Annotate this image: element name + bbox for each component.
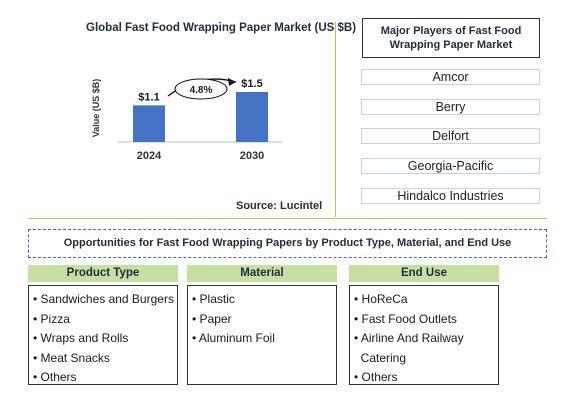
product-type-header: Product Type	[28, 265, 178, 282]
material-list: • Plastic • Paper • Aluminum Foil	[187, 285, 337, 385]
vertical-divider	[335, 22, 336, 217]
end-use-list: • HoReCa • Fast Food Outlets • Airline A…	[349, 285, 499, 385]
list-item: • Others	[33, 370, 77, 384]
end-use-header: End Use	[349, 265, 499, 282]
list-item: • Meat Snacks	[33, 350, 110, 365]
player-berry: Berry	[361, 99, 540, 115]
list-item: • Fast Food Outlets	[354, 311, 457, 326]
player-georgia-pacific: Georgia-Pacific	[361, 158, 540, 174]
chart-title: Global Fast Food Wrapping Paper Market (…	[86, 22, 357, 34]
product-type-list: • Sandwiches and Burgers • Pizza • Wraps…	[28, 285, 178, 385]
bar-2024	[133, 105, 165, 142]
value-label-2024: $1.1	[138, 91, 159, 103]
x-tick-2030: 2030	[240, 150, 264, 162]
list-item: • Wraps and Rolls	[33, 331, 129, 345]
list-item: • Paper	[192, 311, 232, 326]
list-item: • Sandwiches and Burgers	[33, 292, 174, 306]
list-item: Catering	[354, 350, 407, 365]
list-item: • Others	[354, 370, 398, 384]
list-item: • Aluminum Foil	[192, 331, 275, 345]
horizontal-divider	[28, 218, 547, 219]
player-delfort: Delfort	[361, 128, 540, 144]
player-hindalco: Hindalco Industries	[361, 188, 540, 204]
opportunities-title: Opportunities for Fast Food Wrapping Pap…	[28, 229, 547, 258]
list-item: • Plastic	[192, 292, 235, 306]
material-header: Material	[187, 265, 337, 282]
bar-2030	[236, 92, 268, 142]
growth-arrow-head	[228, 78, 236, 86]
list-item: • Airline And Railway	[354, 331, 464, 345]
list-item: • HoReCa	[354, 292, 408, 306]
x-tick-2024: 2024	[137, 150, 162, 162]
bar-chart: $1.1 $1.5 2024 2030 4.8%	[118, 78, 282, 162]
growth-rate-bubble	[174, 78, 228, 100]
players-title: Major Players of Fast Food Wrapping Pape…	[362, 18, 540, 58]
source-label: Source: Lucintel	[236, 200, 323, 212]
player-amcor: Amcor	[361, 69, 540, 85]
list-item: • Pizza	[33, 311, 70, 326]
value-label-2030: $1.5	[241, 78, 262, 90]
growth-rate-label: 4.8%	[190, 85, 213, 96]
